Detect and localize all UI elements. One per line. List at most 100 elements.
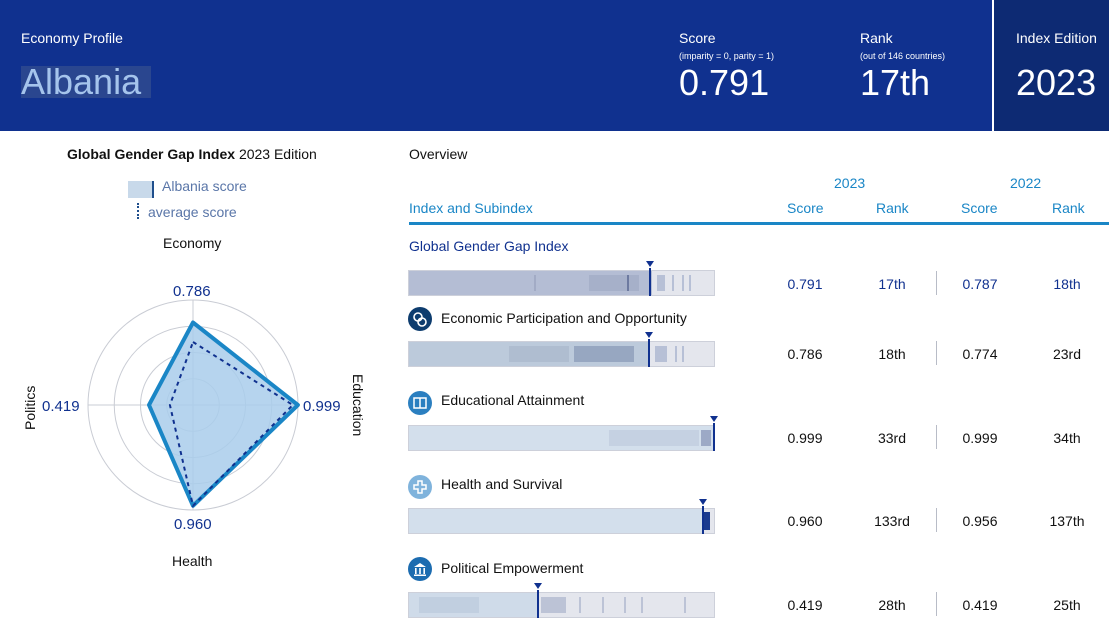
rank-2022-economic: 23rd [1052, 346, 1082, 362]
col-score-previous: Score [961, 200, 998, 216]
score-2023-education: 0.999 [787, 430, 823, 446]
col-index-header: Index and Subindex [409, 200, 533, 216]
distribution-tick [682, 275, 684, 291]
column-separator [936, 271, 937, 295]
header-banner [0, 0, 992, 131]
radar-title-bold: Global Gender Gap Index [67, 146, 236, 162]
score-marker-economic [648, 339, 650, 367]
rank-sublabel: (out of 146 countries) [860, 51, 946, 61]
score-bar-economic [408, 341, 715, 367]
distribution-tick [701, 430, 711, 446]
axis-value-economy: 0.786 [173, 283, 211, 300]
edition-value: 2023 [1016, 62, 1097, 103]
score-label: Score [679, 30, 716, 46]
score-bar-education [408, 425, 715, 451]
distribution-tick [703, 512, 710, 530]
score-bar-fill [409, 509, 703, 533]
distribution-tick [672, 275, 674, 291]
radar-title: Global Gender Gap Index 2023 Edition [67, 146, 317, 162]
rank-label: Rank [860, 30, 893, 46]
rank-2022-global: 18th [1053, 276, 1081, 292]
rank-2022-education: 34th [1053, 430, 1081, 446]
row-title-politics: Political Empowerment [441, 560, 584, 576]
health-survival-icon [408, 475, 432, 499]
row-title-economic: Economic Participation and Opportunity [441, 310, 687, 326]
radar-chart [87, 299, 300, 511]
axis-label-economy: Economy [163, 235, 222, 251]
legend-country-label: Albania score [162, 178, 247, 194]
score-2023-economic: 0.786 [787, 346, 823, 362]
distribution-tick [574, 346, 634, 362]
distribution-tick [579, 597, 581, 613]
axis-value-politics: 0.419 [42, 398, 80, 415]
rank-value: 17th [860, 62, 931, 103]
column-separator [936, 425, 937, 449]
row-title-education: Educational Attainment [441, 392, 585, 408]
distribution-tick [641, 597, 643, 613]
header-divider [992, 0, 994, 131]
legend-average-label: average score [148, 204, 237, 220]
row-title-health: Health and Survival [441, 476, 563, 492]
score-2022-politics: 0.419 [962, 597, 998, 613]
overview-title: Overview [409, 146, 468, 162]
distribution-tick [627, 275, 629, 291]
radar-title-edition: 2023 Edition [238, 146, 317, 162]
distribution-tick [541, 597, 566, 613]
score-marker-arrow-global [646, 261, 654, 267]
column-separator [936, 592, 937, 616]
edition-panel [994, 0, 1109, 131]
score-2022-health: 0.956 [962, 513, 998, 529]
edition-label: Index Edition [1016, 30, 1097, 46]
year-previous: 2022 [1010, 175, 1042, 191]
distribution-tick [609, 430, 699, 446]
distribution-tick [624, 597, 626, 613]
score-2023-politics: 0.419 [787, 597, 823, 613]
axis-label-health: Health [172, 553, 213, 569]
score-2022-economic: 0.774 [962, 346, 998, 362]
legend-country-swatch [128, 181, 154, 198]
axis-label-politics: Politics [22, 385, 38, 430]
score-marker-arrow-health [699, 499, 707, 505]
political-empowerment-icon [408, 557, 432, 581]
distribution-tick [534, 275, 536, 291]
score-marker-health [702, 506, 704, 534]
score-value: 0.791 [679, 62, 770, 103]
row-title-global: Global Gender Gap Index [409, 238, 569, 254]
col-score-current: Score [787, 200, 824, 216]
legend-average-swatch [137, 203, 139, 219]
score-bar-politics [408, 592, 715, 618]
rank-2022-politics: 25th [1053, 597, 1081, 613]
score-2022-global: 0.787 [962, 276, 998, 292]
score-sublabel: (imparity = 0, parity = 1) [679, 51, 775, 61]
column-separator [936, 508, 937, 532]
header-rule [409, 222, 1109, 225]
economy-profile-label: Economy Profile [21, 30, 123, 46]
col-rank-current: Rank [876, 200, 909, 216]
score-bar-health [408, 508, 715, 534]
score-marker-education [713, 423, 715, 451]
economic-participation-icon [408, 307, 432, 331]
rank-2023-economic: 18th [878, 346, 906, 362]
distribution-tick [509, 346, 569, 362]
axis-label-education: Education [350, 374, 366, 437]
distribution-tick [602, 597, 604, 613]
country-name: Albania [21, 64, 151, 100]
score-marker-global [649, 268, 651, 296]
score-bar-global [408, 270, 715, 296]
column-separator [936, 341, 937, 365]
distribution-tick [419, 597, 479, 613]
score-2023-global: 0.791 [787, 276, 823, 292]
rank-2022-health: 137th [1049, 513, 1085, 529]
score-marker-arrow-economic [645, 332, 653, 338]
score-2022-education: 0.999 [962, 430, 998, 446]
radar-average-polygon [168, 340, 295, 508]
distribution-tick [657, 275, 665, 291]
distribution-tick [589, 275, 639, 291]
distribution-tick [684, 597, 686, 613]
score-marker-politics [537, 590, 539, 618]
score-marker-arrow-politics [534, 583, 542, 589]
rank-2023-education: 33rd [877, 430, 907, 446]
educational-attainment-icon [408, 391, 432, 415]
distribution-tick [655, 346, 667, 362]
rank-2023-politics: 28th [878, 597, 906, 613]
